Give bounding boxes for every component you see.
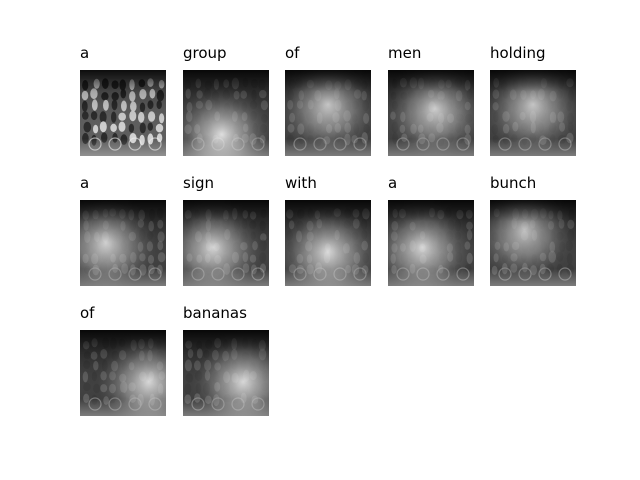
attention-map-image (183, 330, 269, 416)
word-label: a (80, 174, 90, 192)
word-label: men (388, 44, 422, 62)
word-label: bananas (183, 304, 247, 322)
attention-map-image (388, 70, 474, 156)
word-label: group (183, 44, 227, 62)
word-label: of (285, 44, 300, 62)
word-label: a (388, 174, 398, 192)
word-cell: a (80, 174, 166, 286)
word-cell: of (80, 304, 166, 416)
word-label: a (80, 44, 90, 62)
word-cell: bunch (490, 174, 576, 286)
attention-map-image (285, 70, 371, 156)
attention-map-image (183, 200, 269, 286)
attention-map-image (388, 200, 474, 286)
attention-map-image (80, 330, 166, 416)
attention-map-image (490, 200, 576, 286)
word-label: bunch (490, 174, 537, 192)
word-label: with (285, 174, 317, 192)
word-cell: a (80, 44, 166, 156)
word-cell: men (388, 44, 474, 156)
attention-map-image (183, 70, 269, 156)
word-label: sign (183, 174, 215, 192)
word-cell: sign (183, 174, 269, 286)
word-cell: bananas (183, 304, 269, 416)
word-cell: group (183, 44, 269, 156)
group-photo-image (80, 70, 166, 156)
word-cell: of (285, 44, 371, 156)
word-label: holding (490, 44, 546, 62)
attention-map-image (80, 200, 166, 286)
word-cell: a (388, 174, 474, 286)
attention-map-image (285, 200, 371, 286)
attention-map-image (490, 70, 576, 156)
word-cell: with (285, 174, 371, 286)
word-cell: holding (490, 44, 576, 156)
word-label: of (80, 304, 95, 322)
